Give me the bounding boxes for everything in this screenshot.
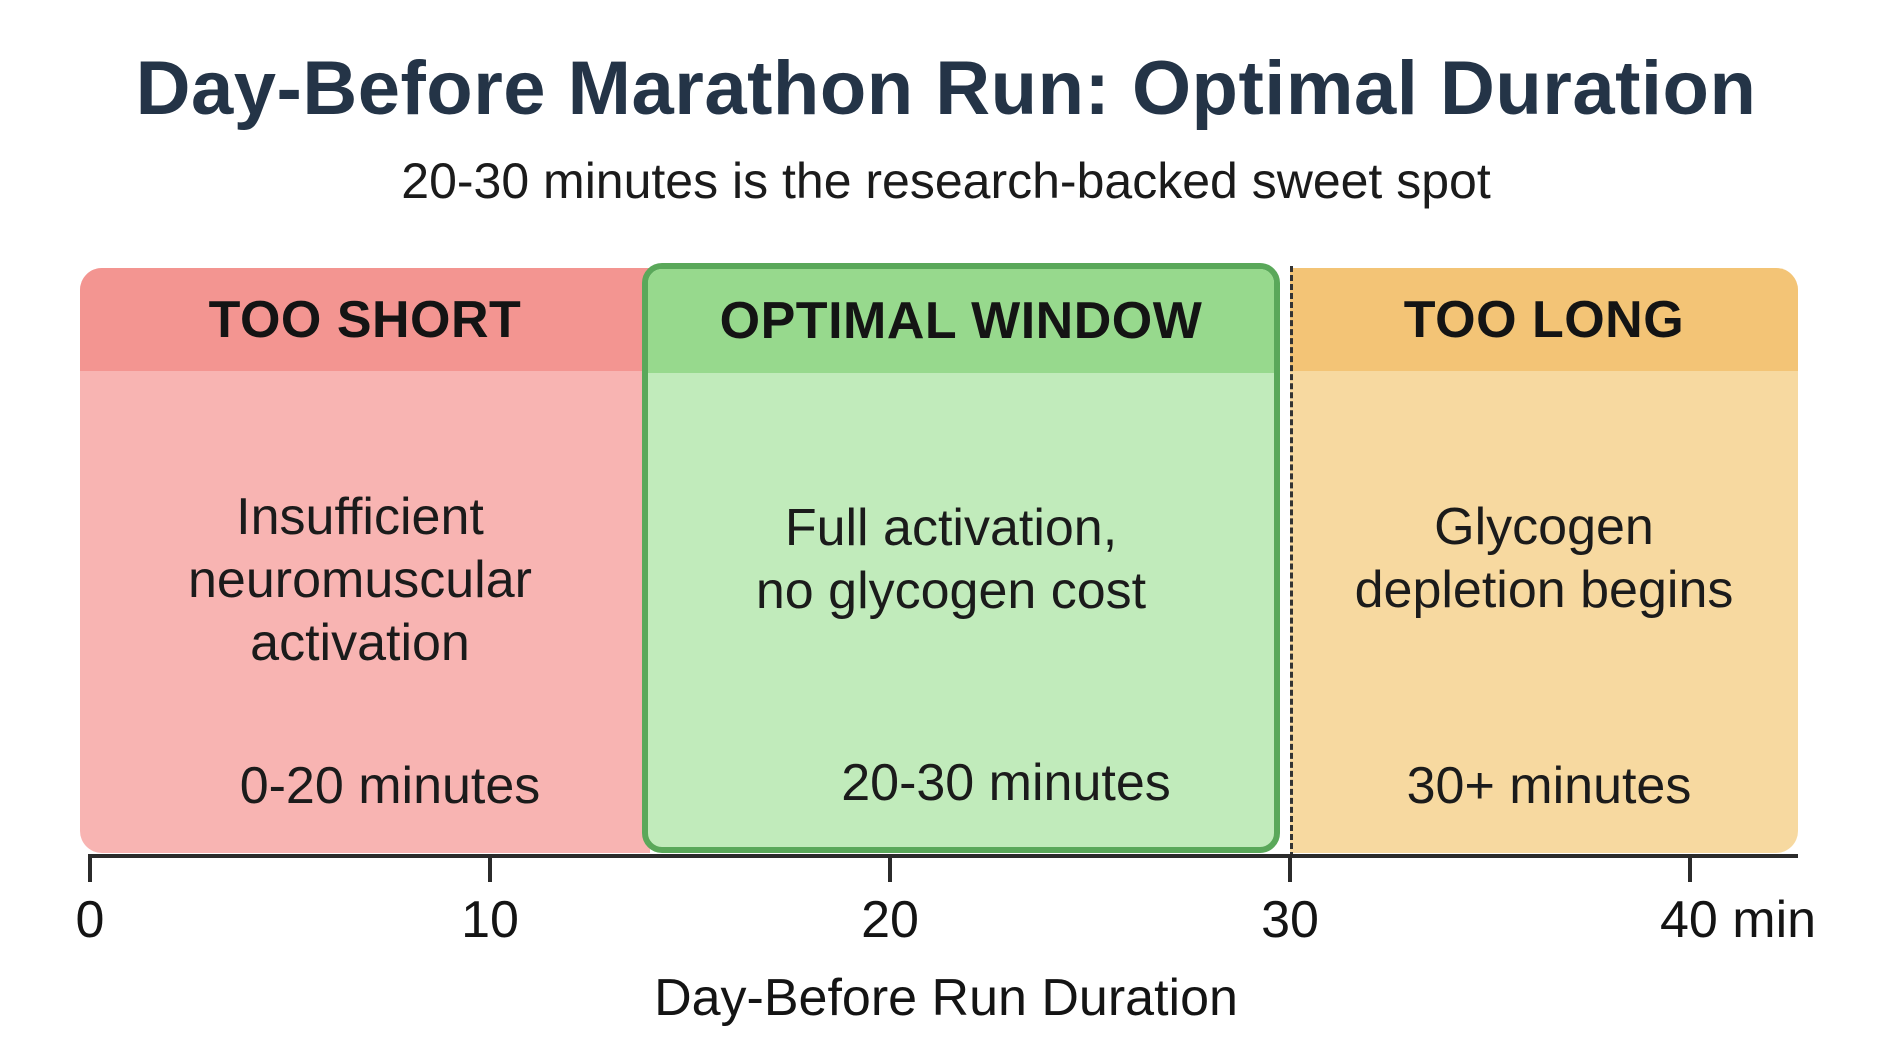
x-axis-tick: [488, 856, 492, 882]
zone-description-line: Insufficient: [236, 488, 484, 546]
zone-header-too-short: TOO SHORT: [80, 268, 650, 371]
zone-header-optimal-window: OPTIMAL WINDOW: [648, 269, 1274, 373]
zone-description-line: Full activation,: [784, 499, 1118, 557]
x-axis-tick: [1288, 856, 1292, 882]
x-axis-tick: [88, 856, 92, 882]
zone-description-optimal-window: Full activation, no glycogen cost: [648, 497, 1274, 623]
zone-description-too-long: Glycogen depletion begins: [1290, 496, 1798, 622]
zone-description-line: depletion begins: [1354, 561, 1734, 619]
x-axis-tick: [1688, 856, 1692, 882]
x-axis-tick: [888, 856, 892, 882]
x-axis-tick-label: 10: [461, 891, 519, 949]
x-axis-tick-label: 40 min: [1660, 891, 1817, 949]
chart-title: Day-Before Marathon Run: Optimal Duratio…: [135, 46, 1757, 131]
zone-range-too-short: 0-20 minutes: [239, 757, 541, 815]
zone-description-line: no glycogen cost: [755, 562, 1147, 620]
zone-description-line: Glycogen: [1434, 498, 1654, 556]
x-axis-line: [88, 854, 1798, 858]
threshold-dashed-line: [1290, 266, 1293, 858]
zone-too-long: TOO LONG Glycogen depletion begins 30+ m…: [1290, 268, 1798, 853]
zone-description-line: activation: [250, 614, 470, 672]
x-axis-tick-label: 0: [75, 891, 105, 949]
zone-range-optimal-window: 20-30 minutes: [841, 754, 1171, 812]
zone-optimal-window: OPTIMAL WINDOW Full activation, no glyco…: [642, 263, 1280, 853]
x-axis-title: Day-Before Run Duration: [654, 969, 1238, 1027]
zone-header-too-long: TOO LONG: [1290, 268, 1798, 371]
zone-description-too-short: Insufficient neuromuscular activation: [80, 486, 650, 675]
chart-subtitle: 20-30 minutes is the research-backed swe…: [401, 153, 1491, 209]
x-axis-tick-label: 20: [861, 891, 919, 949]
zone-description-line: neuromuscular: [188, 551, 532, 609]
zone-too-short: TOO SHORT Insufficient neuromuscular act…: [80, 268, 650, 853]
zone-range-too-long: 30+ minutes: [1406, 757, 1692, 815]
x-axis-tick-label: 30: [1261, 891, 1319, 949]
